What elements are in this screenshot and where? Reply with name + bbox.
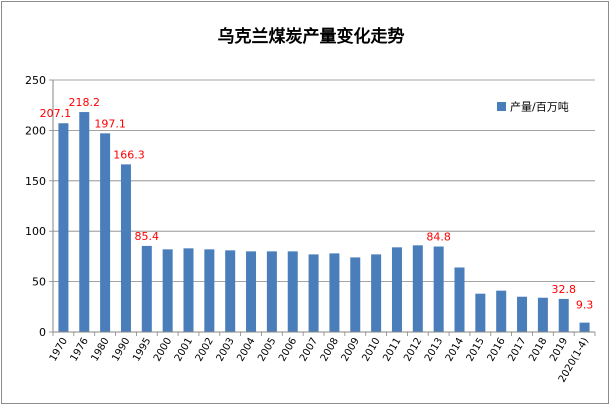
bar-2004 xyxy=(246,251,257,332)
x-tick-label: 2018 xyxy=(527,336,549,364)
legend-label: 产量/百万吨 xyxy=(510,100,569,114)
x-tick-label: 2019 xyxy=(548,336,570,364)
bar-2002 xyxy=(204,249,215,332)
bar-2003 xyxy=(225,250,236,332)
x-tick-label: 2000 xyxy=(152,336,174,364)
y-tick-label: 200 xyxy=(25,124,46,137)
data-label: 9.3 xyxy=(576,299,594,312)
bar-2014 xyxy=(454,267,465,332)
gridlines xyxy=(53,79,595,283)
y-axis: 0 50 100 150 200 250 xyxy=(25,74,53,339)
x-tick-label: 2016 xyxy=(486,336,508,364)
data-label: 218.2 xyxy=(69,96,101,109)
bar-2013 xyxy=(433,246,444,332)
x-tick-label: 1970 xyxy=(48,336,70,364)
x-tick-label: 1980 xyxy=(89,336,111,364)
y-tick-label: 50 xyxy=(32,276,46,289)
data-label: 207.1 xyxy=(40,107,72,120)
x-tick-label: 2001 xyxy=(173,336,195,364)
bar-2006 xyxy=(287,251,298,332)
bar-2017 xyxy=(517,296,528,332)
x-tick-label: 2006 xyxy=(277,336,299,364)
bar-2001 xyxy=(183,248,194,332)
x-tick-label: 2007 xyxy=(298,336,320,364)
x-axis: 1970197619801990199520002001200220032004… xyxy=(48,332,596,384)
data-label: 84.8 xyxy=(426,231,451,244)
x-tick-label: 2009 xyxy=(340,336,362,364)
bars xyxy=(58,112,590,333)
legend-swatch xyxy=(497,102,506,111)
bar-2012 xyxy=(412,245,423,332)
x-tick-label: 2013 xyxy=(423,336,445,364)
x-tick-label: 2011 xyxy=(381,336,403,364)
x-tick-label: 2017 xyxy=(506,336,528,364)
x-tick-label: 1976 xyxy=(69,336,91,364)
data-label: 85.4 xyxy=(135,230,160,243)
x-tick-label: 2012 xyxy=(402,336,424,364)
bar-2007 xyxy=(308,254,319,332)
bar-2009 xyxy=(350,257,361,332)
x-tick-label: 2005 xyxy=(256,336,278,364)
x-tick-label: 2010 xyxy=(360,336,382,364)
chart-title: 乌克兰煤炭产量变化走势 xyxy=(218,26,405,47)
x-tick-label: 2002 xyxy=(194,336,216,364)
y-tick-label: 250 xyxy=(25,74,46,87)
y-tick-label: 0 xyxy=(39,326,46,339)
bar-2019 xyxy=(558,298,569,332)
x-tick-label: 2014 xyxy=(444,336,466,364)
y-tick-label: 150 xyxy=(25,175,46,188)
x-tick-label: 1995 xyxy=(131,336,153,364)
bar-1976 xyxy=(79,112,90,332)
bar-2008 xyxy=(329,253,340,332)
data-label: 32.8 xyxy=(551,283,576,296)
x-tick-label: 2008 xyxy=(319,336,341,364)
bar-1990 xyxy=(120,164,131,332)
axis-lines xyxy=(52,80,595,333)
bar-2018 xyxy=(537,297,548,332)
bar-1995 xyxy=(141,245,152,332)
bar-2016 xyxy=(496,290,507,332)
x-tick-label: 1990 xyxy=(110,336,132,364)
bar-2000 xyxy=(162,249,173,332)
x-tick-label: 2015 xyxy=(465,336,487,364)
data-label: 197.1 xyxy=(94,117,126,130)
bar-2020(1-4) xyxy=(579,322,590,332)
bar-1980 xyxy=(100,133,111,332)
chart: 乌克兰煤炭产量变化走势 0 50 100 150 200 250 197019761980… xyxy=(25,26,596,384)
data-label: 166.3 xyxy=(113,148,145,161)
bar-2015 xyxy=(475,293,486,332)
bar-2011 xyxy=(391,247,402,332)
bar-2005 xyxy=(266,251,277,332)
x-tick-label: 2004 xyxy=(235,336,257,364)
y-tick-label: 100 xyxy=(25,225,46,238)
bar-2010 xyxy=(371,254,382,332)
legend: 产量/百万吨 xyxy=(497,100,569,114)
x-tick-label: 2003 xyxy=(215,336,237,364)
bar-1970 xyxy=(58,123,69,333)
